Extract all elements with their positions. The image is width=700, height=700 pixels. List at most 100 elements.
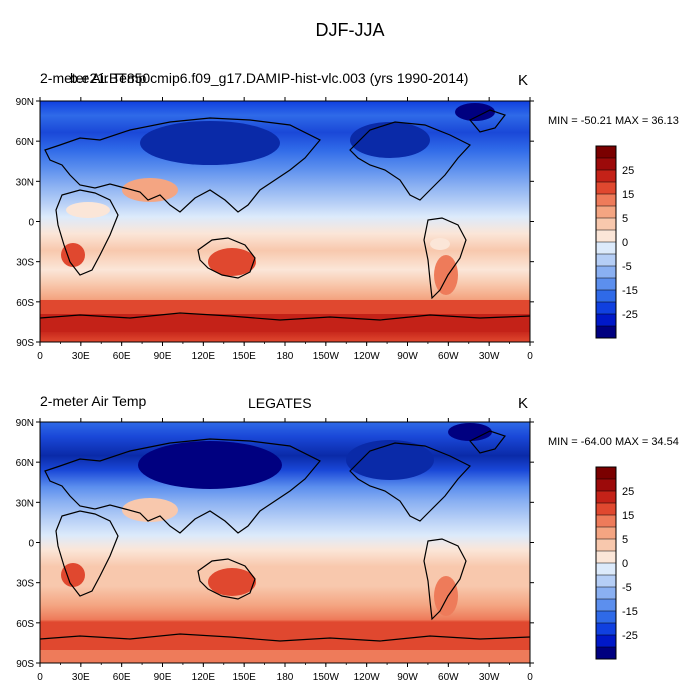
panel2-variable-label: 2-meter Air Temp [40,393,147,409]
panel1-colorbar-swatch [596,314,616,327]
panel2-lon-tick-label: 180 [277,672,294,683]
panel1-lat-tick-label: 30S [16,258,34,269]
panel2-colorbar-swatch [596,635,616,648]
panel1-colorbar-swatch [596,146,616,159]
panel1-lon-tick-label: 90W [397,351,418,362]
panel2-dataset-label: LEGATES [248,395,312,411]
panel1-lon-tick-label: 60W [438,351,459,362]
panel2-colorbar-swatch [596,503,616,516]
panel1-colorbar-swatch [596,194,616,207]
panel1-colorbar-swatch [596,230,616,243]
panel2-min-max: MIN = -64.00 MAX = 34.54 [548,436,679,448]
panel1-colorbar-swatch [596,170,616,183]
panel1-colorbar-swatch [596,254,616,267]
panel1-colorbar-swatch [596,218,616,231]
panel2-colorbar-label: -5 [622,582,632,594]
panel1-lat-tick-label: 0 [28,218,34,229]
panel2-lat-tick-label: 90N [16,418,34,429]
panel2-colorbar-swatch [596,599,616,612]
panel2-colorbar-swatch [596,647,616,660]
panel2-lon-tick-label: 90E [154,672,172,683]
panel2-lon-tick-label: 30W [479,672,500,683]
panel1-variable-label: 2-meter Air Temp [40,70,147,86]
panel2-lon-tick-label: 150E [232,672,256,683]
panel2-lon-tick-label: 60W [438,672,459,683]
panel1-colorbar-label: 0 [622,237,628,249]
panel2-colorbar-swatch [596,515,616,528]
panel2-lon-tick-label: 120E [192,672,216,683]
panel2-colorbar-label: -25 [622,630,638,642]
panel2-lat-tick-label: 60N [16,458,34,469]
panel1-colorbar-label: 15 [622,189,634,201]
panel1-lat-tick-label: 90S [16,338,34,349]
panel1-units-label: K [518,72,529,89]
panel1-lon-tick-label: 30W [479,351,500,362]
panel1-colorbar-label: -5 [622,261,632,273]
panel1-case-label: b.e21.BT850cmip6.f09_g17.DAMIP-hist-vlc.… [70,70,469,86]
panel2-lat-tick-label: 90S [16,659,34,670]
panel2-colorbar-swatch [596,527,616,540]
panel1-lon-tick-label: 60E [113,351,131,362]
panel1-lon-tick-label: 120W [354,351,381,362]
panel2-lat-tick-label: 30N [16,498,34,509]
panel2-units-label: K [518,395,529,412]
panel2-colorbar-label: -15 [622,606,638,618]
panel2-lon-tick-label: 0 [37,672,43,683]
panel2-field-patches [40,423,530,663]
panel2-lon-tick-label: 120W [354,672,381,683]
panel2-colorbar-label: 0 [622,558,628,570]
panel1-colorbar-swatch [596,206,616,219]
panel2-lat-tick-label: 30S [16,579,34,590]
panel2-colorbar-swatch [596,575,616,588]
panel1-colorbar-swatch [596,278,616,291]
panel1-lat-tick-label: 60N [16,137,34,148]
panel1-lon-tick-label: 180 [277,351,294,362]
panel1-colorbar-label: -15 [622,285,638,297]
panel2-lon-tick-label: 0 [527,672,533,683]
panel1-axis-ticks: 90N 60N 30N 0 30S 60S 90S 0 30E 60E 90E 120E 150E 180… [16,97,534,362]
panel2-colorbar-label: 5 [622,534,628,546]
panel1-lon-tick-label: 150E [232,351,256,362]
panel1-lon-tick-label: 30E [72,351,90,362]
panel1-min-max: MIN = -50.21 MAX = 36.13 [548,115,679,127]
panel2-colorbar-label: 25 [622,486,634,498]
panel1-colorbar-swatch [596,182,616,195]
panel2-colorbar-swatch [596,611,616,624]
panel1-lat-tick-label: 90N [16,97,34,108]
panel1-colorbar-swatch [596,302,616,315]
panel1-colorbar-swatch [596,266,616,279]
panel1-colorbar-label: 25 [622,165,634,177]
panel2-coastlines [39,430,531,642]
panel1-colorbar-label: 5 [622,213,628,225]
panel2-lon-tick-label: 30E [72,672,90,683]
panel1-lon-tick-label: 150W [313,351,340,362]
panel1-coastlines [39,109,531,321]
panel1-map: 90N 60N 30N 0 30S 60S 90S 0 30E 60E 90E 120E 150E 180… [16,97,534,362]
panel2-lon-tick-label: 60E [113,672,131,683]
panel2-lon-tick-label: 90W [397,672,418,683]
panel1-colorbar: 25 15 5 0 -5 -15 -25 [595,145,638,339]
panel2-lat-tick-label: 0 [28,539,34,550]
panel1-colorbar-swatch [596,290,616,303]
panel2-colorbar-swatch [596,539,616,552]
panel1-colorbar-swatch [596,158,616,171]
panel2-colorbar-swatch [596,623,616,636]
panel1-lon-tick-label: 90E [154,351,172,362]
panel1-lon-tick-label: 0 [527,351,533,362]
panel2-colorbar-swatch [596,587,616,600]
panel1-lat-tick-label: 30N [16,177,34,188]
panel1-colorbar-swatch [596,326,616,339]
page-title: DJF-JJA [315,20,385,40]
panel1-lon-tick-label: 120E [192,351,216,362]
panel1-lat-tick-label: 60S [16,298,34,309]
panel2-colorbar-swatch [596,563,616,576]
panel1-colorbar-label: -25 [622,309,638,321]
panel2-colorbar: 25 15 5 0 -5 -15 -25 [595,466,638,660]
panel2-colorbar-swatch [596,491,616,504]
panel1-field-patches [40,103,530,332]
panel2-lat-tick-label: 60S [16,619,34,630]
panel2-colorbar-swatch [596,467,616,480]
panel2-field-background [40,422,530,663]
